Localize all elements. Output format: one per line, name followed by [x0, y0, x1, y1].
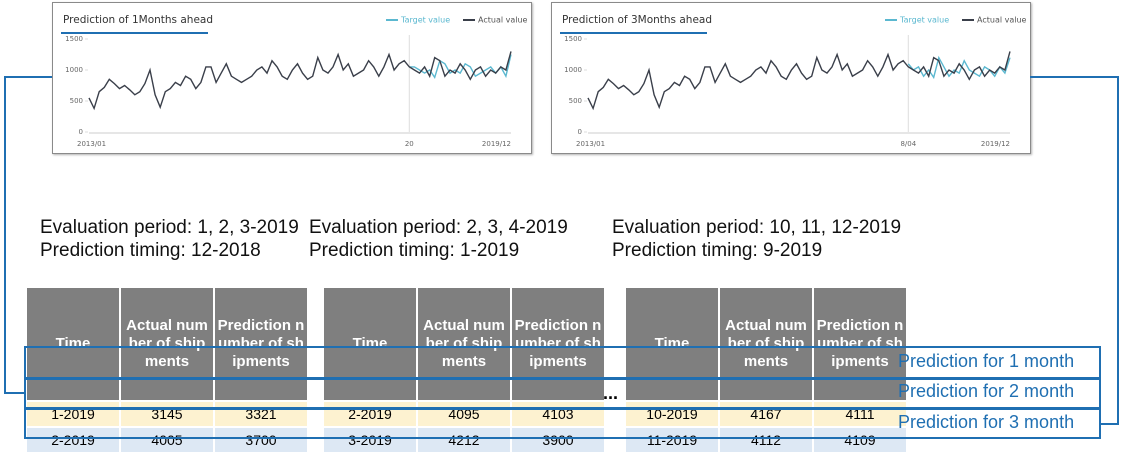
- table-cell: 4095: [418, 402, 510, 426]
- header-text: Prediction number of shipments: [217, 317, 305, 370]
- ellipsis: ...: [603, 383, 619, 403]
- table-cell: 10-2019: [626, 402, 718, 426]
- evaluation-period: Evaluation period: 1, 2, 3-2019: [40, 217, 299, 238]
- table-cell: 3-2019: [324, 428, 416, 452]
- table-row: 2-2019 4095 4103: [324, 402, 604, 426]
- chart: Prediction of 3Months ahead Target value A…: [560, 14, 1027, 148]
- table-cell: 3145: [121, 402, 213, 426]
- evaluation-text: Evaluation period: 2, 3, 4-2019 Predictio…: [309, 216, 568, 262]
- table-cell: 4167: [720, 402, 812, 426]
- header-text: Actual number of shipments: [725, 317, 807, 370]
- header-cell: Prediction number of shipments: [814, 288, 906, 400]
- header-text: Time: [352, 335, 388, 352]
- header-row: Time Actual number of shipments Prediction…: [27, 288, 307, 400]
- x-tick-label: 2013/01: [77, 140, 106, 148]
- y-tick-label: 1000: [65, 66, 83, 74]
- table-cell: 11-2019: [626, 428, 718, 452]
- header-cell: Time: [324, 288, 416, 400]
- y-tick-label: 1500: [564, 35, 582, 43]
- prediction-timing: Prediction timing: 1-2019: [309, 240, 520, 261]
- chart: Prediction of 1Months ahead Target value A…: [61, 14, 528, 148]
- x-tick-label: 2019/12: [482, 140, 511, 148]
- chart-title: Prediction of 1Months ahead: [63, 14, 213, 26]
- row-label: Prediction for 2 month: [898, 381, 1075, 401]
- table-cell: 3900: [512, 428, 604, 452]
- table-cell: 4103: [512, 402, 604, 426]
- header-cell: Actual number of shipments: [121, 288, 213, 400]
- table-cell: 2-2019: [324, 402, 416, 426]
- table-row: 1-2019 3145 3321: [27, 402, 307, 426]
- series-line: [907, 55, 1011, 80]
- header-row: Time Actual number of shipments Prediction…: [626, 288, 906, 400]
- chart-title: Prediction of 3Months ahead: [562, 14, 712, 26]
- prediction-timing: Prediction timing: 9-2019: [612, 240, 823, 261]
- header-cell: Time: [27, 288, 119, 400]
- x-tick-label: 8/04: [900, 140, 916, 148]
- header-cell: Actual number of shipments: [418, 288, 510, 400]
- header-text: Prediction number of shipments: [514, 317, 602, 370]
- row-label: Prediction for 3 month: [898, 412, 1075, 432]
- y-tick-label: 500: [569, 97, 582, 105]
- table-row: 3-2019 4212 3900: [324, 428, 604, 452]
- legend-label: Actual value: [478, 16, 528, 25]
- evaluation-period: Evaluation period: 10, 11, 12-2019: [612, 217, 902, 238]
- header-text: Actual number of shipments: [423, 317, 505, 370]
- table-row: 11-2019 4112 4109: [626, 428, 906, 452]
- data-table: Time Actual number of shipments Prediction…: [25, 286, 309, 454]
- header-text: Time: [55, 335, 91, 352]
- series-line: [88, 51, 512, 111]
- header-text: Prediction number of shipments: [816, 317, 904, 370]
- evaluation-text: Evaluation period: 10, 11, 12-2019 Predic…: [612, 216, 901, 262]
- y-tick-label: 1500: [65, 35, 83, 43]
- header-cell: Actual number of shipments: [720, 288, 812, 400]
- table-cell: 3700: [215, 428, 307, 452]
- series-line: [409, 54, 512, 80]
- chart-card: Prediction of 1Months ahead Target value A…: [52, 2, 532, 154]
- table-cell: 4109: [814, 428, 906, 452]
- header-text: Actual number of shipments: [126, 317, 208, 370]
- y-tick-label: 0: [79, 128, 83, 136]
- x-tick-label: 20: [405, 140, 414, 148]
- table-cell: 4111: [814, 402, 906, 426]
- x-tick-label: 2013/01: [576, 140, 605, 148]
- table-row: 10-2019 4167 4111: [626, 402, 906, 426]
- y-tick-label: 0: [578, 128, 582, 136]
- legend-label: Actual value: [977, 16, 1027, 25]
- header-row: Time Actual number of shipments Prediction…: [324, 288, 604, 400]
- data-table: Time Actual number of shipments Prediction…: [322, 286, 606, 454]
- chart-card: Prediction of 3Months ahead Target value A…: [551, 2, 1031, 154]
- table-cell: 3321: [215, 402, 307, 426]
- legend-label: Target value: [899, 16, 949, 25]
- table-cell: 1-2019: [27, 402, 119, 426]
- legend-label: Target value: [400, 16, 450, 25]
- y-tick-label: 1000: [564, 66, 582, 74]
- header-cell: Prediction number of shipments: [512, 288, 604, 400]
- series-line: [587, 51, 1011, 111]
- row-label: Prediction for 1 month: [898, 351, 1075, 371]
- header-cell: Prediction number of shipments: [215, 288, 307, 400]
- evaluation-period: Evaluation period: 2, 3, 4-2019: [309, 217, 568, 238]
- table-cell: 4212: [418, 428, 510, 452]
- header-cell: Time: [626, 288, 718, 400]
- data-table: Time Actual number of shipments Prediction…: [624, 286, 908, 454]
- table-row: 2-2019 4005 3700: [27, 428, 307, 452]
- header-text: Time: [654, 335, 690, 352]
- x-tick-label: 2019/12: [981, 140, 1010, 148]
- y-tick-label: 500: [70, 97, 83, 105]
- prediction-timing: Prediction timing: 12-2018: [40, 240, 261, 261]
- evaluation-text: Evaluation period: 1, 2, 3-2019 Predictio…: [40, 216, 299, 262]
- table-cell: 4005: [121, 428, 213, 452]
- table-cell: 2-2019: [27, 428, 119, 452]
- table-cell: 4112: [720, 428, 812, 452]
